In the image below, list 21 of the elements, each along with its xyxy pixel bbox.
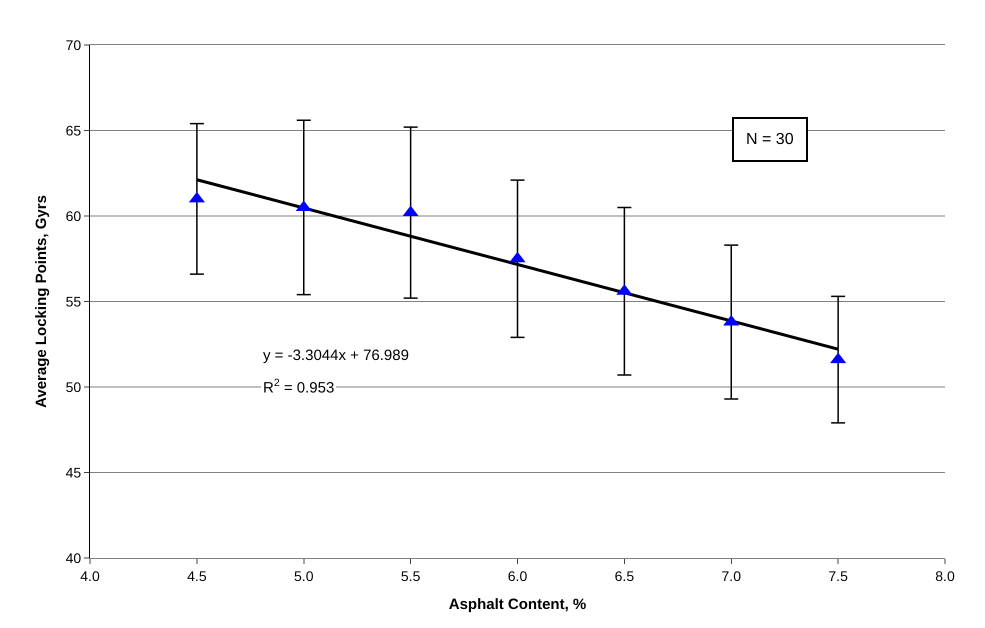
y-axis-title: Average Locking Points, Gyrs (32, 195, 50, 408)
annotation: y = -3.3044x + 76.989 (263, 347, 409, 364)
x-tick-label: 7.0 (722, 568, 742, 584)
y-tick-label: 60 (66, 208, 82, 224)
y-tick-label: 70 (66, 36, 82, 53)
y-tick-label: 65 (66, 122, 82, 138)
x-tick-label: 4.0 (80, 568, 100, 584)
y-tick-label: 50 (66, 378, 82, 395)
y-tick-label: 55 (66, 293, 82, 310)
x-tick-label: 6.0 (508, 568, 528, 584)
y-tick-label: 45 (66, 464, 82, 480)
x-tick-label: 5.5 (400, 568, 421, 584)
x-tick-label: 6.5 (614, 568, 634, 584)
annotation: R$^{2}$ = 0.953 (263, 377, 334, 396)
annotation: N = 30 (746, 131, 794, 148)
x-tick-label: 8.0 (935, 568, 955, 584)
y-tick-label: 40 (66, 550, 82, 566)
x-tick-label: 4.5 (187, 568, 207, 584)
x-tick-label: 7.5 (828, 568, 848, 584)
x-axis-title: Asphalt Content, % (448, 596, 586, 613)
x-tick-label: 5.0 (294, 568, 314, 584)
